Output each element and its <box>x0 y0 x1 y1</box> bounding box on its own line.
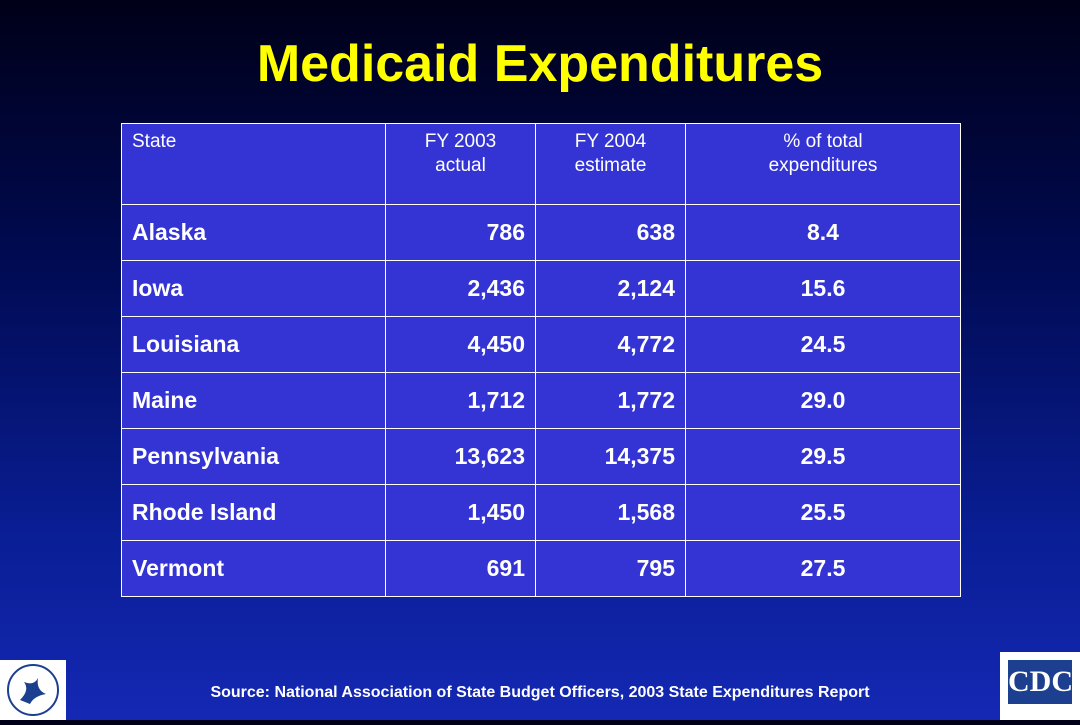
table-cell: 1,568 <box>535 484 686 541</box>
hhs-emblem <box>7 664 59 716</box>
header-line: estimate <box>574 155 647 176</box>
header-line: State <box>132 131 177 152</box>
table-cell: 29.5 <box>685 428 961 485</box>
header-line: FY 2003 <box>424 131 497 152</box>
hhs-logo <box>0 660 66 720</box>
table-cell: Pennsylvania <box>121 428 386 485</box>
table-cell: 2,124 <box>535 260 686 317</box>
cdc-logo: CDC <box>1000 652 1080 720</box>
table-row: Louisiana 4,450 4,772 24.5 <box>121 316 961 373</box>
table-cell: 27.5 <box>685 540 961 597</box>
table-cell: 1,712 <box>385 372 536 429</box>
data-table: State FY 2003 actual FY 2004 estimate % of to… <box>121 123 961 597</box>
table-cell: Louisiana <box>121 316 386 373</box>
header-line: actual <box>435 155 486 176</box>
table-cell: 15.6 <box>685 260 961 317</box>
slide-title: Medicaid Expenditures <box>256 35 824 93</box>
column-header: FY 2003 actual <box>385 123 536 205</box>
table-cell: 24.5 <box>685 316 961 373</box>
table-cell: 1,450 <box>385 484 536 541</box>
table-row: Rhode Island 1,450 1,568 25.5 <box>121 484 961 541</box>
header-line: expenditures <box>768 155 878 176</box>
table-cell: Vermont <box>121 540 386 597</box>
table-cell: Iowa <box>121 260 386 317</box>
header-line: % of total <box>783 131 863 152</box>
table-cell: 29.0 <box>685 372 961 429</box>
table-row: Maine 1,712 1,772 29.0 <box>121 372 961 429</box>
table-row: Iowa 2,436 2,124 15.6 <box>121 260 961 317</box>
table-cell: 2,436 <box>385 260 536 317</box>
table-row: Alaska 786 638 8.4 <box>121 204 961 261</box>
table-cell: 691 <box>385 540 536 597</box>
table-cell: 25.5 <box>685 484 961 541</box>
table-row: Vermont 691 795 27.5 <box>121 540 961 597</box>
column-header: FY 2004 estimate <box>535 123 686 205</box>
header-line: FY 2004 <box>574 131 647 152</box>
table-row: Pennsylvania 13,623 14,375 29.5 <box>121 428 961 485</box>
column-header: State <box>121 123 386 205</box>
table-cell: 8.4 <box>685 204 961 261</box>
table-cell: 638 <box>535 204 686 261</box>
table-cell: 4,772 <box>535 316 686 373</box>
table-cell: 786 <box>385 204 536 261</box>
header-row: State FY 2003 actual FY 2004 estimate % of to… <box>121 123 961 205</box>
cdc-logo-text: CDC <box>1008 660 1073 704</box>
table-cell: 795 <box>535 540 686 597</box>
table-cell: Alaska <box>121 204 386 261</box>
table-cell: Maine <box>121 372 386 429</box>
table-cell: 1,772 <box>535 372 686 429</box>
table-cell: 4,450 <box>385 316 536 373</box>
table-cell: 14,375 <box>535 428 686 485</box>
source-note: Source: National Association of State Bu… <box>210 684 870 701</box>
table-cell: Rhode Island <box>121 484 386 541</box>
column-header: % of total expenditures <box>685 123 961 205</box>
table-cell: 13,623 <box>385 428 536 485</box>
